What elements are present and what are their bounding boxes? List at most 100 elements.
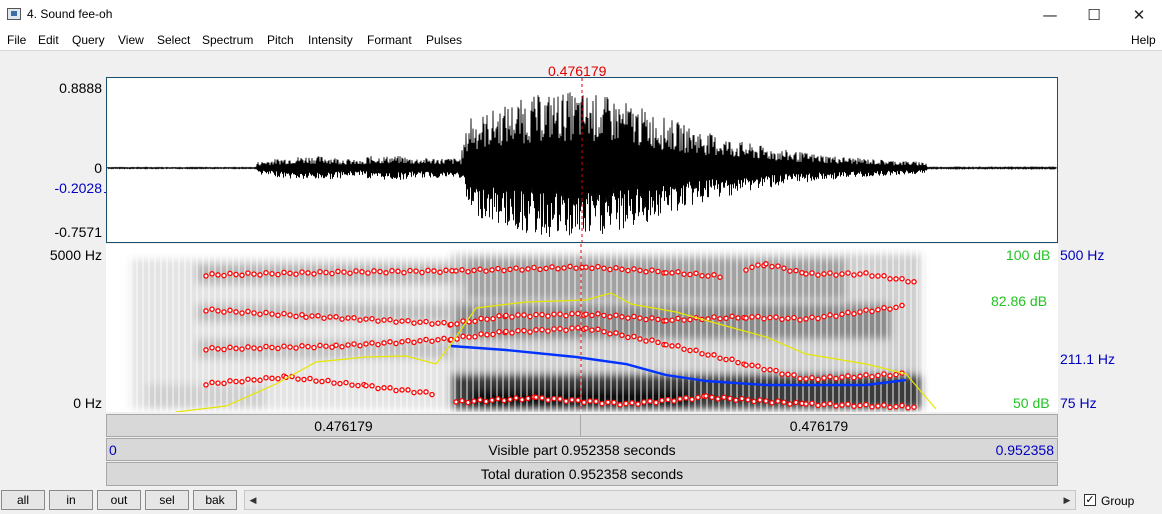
menu-pulses[interactable]: Pulses xyxy=(426,33,463,47)
formant-point xyxy=(395,268,401,275)
formant-point xyxy=(221,346,227,353)
formant-point xyxy=(429,391,435,398)
formant-point xyxy=(339,316,345,322)
formant-point xyxy=(687,347,693,354)
formant-point xyxy=(281,343,287,349)
formant-point xyxy=(711,352,717,358)
zoom-out-button[interactable]: out xyxy=(97,490,141,510)
formant-point xyxy=(887,373,893,379)
formant-point xyxy=(827,374,833,380)
total-duration-label: Total duration 0.952358 seconds xyxy=(480,466,684,482)
visible-end-label: 0.952358 xyxy=(995,442,1054,458)
formant-point xyxy=(329,270,335,277)
menu-file[interactable]: File xyxy=(7,33,27,47)
formant-point xyxy=(705,273,711,279)
zoom-back-button[interactable]: bak xyxy=(193,490,237,510)
visible-part-bar[interactable]: 0 Visible part 0.952358 seconds 0.952358 xyxy=(106,438,1058,461)
formant-point xyxy=(703,393,709,399)
formant-point xyxy=(239,379,245,385)
formant-point xyxy=(669,270,675,276)
formant-point xyxy=(507,266,513,273)
freq-max-label: 5000 Hz xyxy=(49,247,102,263)
formant-point xyxy=(459,267,465,273)
formant-point xyxy=(625,315,631,321)
total-duration-bar[interactable]: Total duration 0.952358 seconds xyxy=(106,462,1058,486)
title-bar: 4. Sound fee-oh — ☐ ✕ xyxy=(0,0,1162,30)
formant-point xyxy=(787,268,793,274)
formant-point xyxy=(203,382,209,388)
formant-point xyxy=(401,269,407,276)
maximize-button[interactable]: ☐ xyxy=(1087,6,1101,24)
formant-point xyxy=(393,387,399,394)
zoom-in-button[interactable]: in xyxy=(49,490,93,510)
formant-point xyxy=(659,397,665,404)
formant-point xyxy=(333,342,339,348)
scroll-right-icon[interactable]: ▶ xyxy=(1063,495,1071,505)
minimize-button[interactable]: — xyxy=(1042,6,1058,24)
zoom-all-button[interactable]: all xyxy=(1,490,45,510)
spectrogram-panel[interactable]: 100 dB 82.86 dB 50 dB xyxy=(106,244,1058,412)
formant-point xyxy=(619,266,625,273)
visible-start-label: 0 xyxy=(109,442,117,458)
scroll-left-icon[interactable]: ◀ xyxy=(249,495,257,505)
menu-intensity[interactable]: Intensity xyxy=(308,33,353,47)
waveform-panel[interactable] xyxy=(106,77,1058,243)
formant-point xyxy=(845,309,851,316)
menu-formant[interactable]: Formant xyxy=(367,33,412,47)
formant-point xyxy=(435,336,441,343)
formant-point xyxy=(251,310,257,316)
menu-select[interactable]: Select xyxy=(157,33,191,47)
formant-point xyxy=(323,343,329,349)
menu-edit[interactable]: Edit xyxy=(38,33,59,47)
formant-point xyxy=(501,397,507,404)
zoom-selection-button[interactable]: sel xyxy=(145,490,189,510)
formant-point xyxy=(209,271,215,277)
formant-point xyxy=(275,312,281,319)
formant-point xyxy=(239,310,245,316)
formant-point xyxy=(299,311,305,318)
selection-left-segment[interactable]: 0.476179 xyxy=(107,415,581,436)
formant-point xyxy=(387,339,393,345)
menu-view[interactable]: View xyxy=(118,33,144,47)
formant-point xyxy=(466,334,472,340)
formant-point xyxy=(287,270,293,277)
formant-point xyxy=(717,274,723,280)
formant-point xyxy=(875,403,881,409)
formant-point xyxy=(723,356,729,363)
formant-point xyxy=(441,335,447,342)
formant-point xyxy=(443,267,449,274)
formant-point xyxy=(381,340,387,346)
formant-point xyxy=(405,317,411,324)
formant-point xyxy=(557,325,563,332)
formant-point xyxy=(625,267,631,274)
menu-help[interactable]: Help xyxy=(1131,33,1156,47)
formant-point xyxy=(363,341,369,347)
formant-point xyxy=(619,314,625,320)
formant-point xyxy=(221,380,227,387)
formant-point xyxy=(827,312,833,318)
formant-point xyxy=(305,270,311,276)
formant-point xyxy=(809,400,815,406)
menu-spectrum[interactable]: Spectrum xyxy=(202,33,254,47)
menu-pitch[interactable]: Pitch xyxy=(267,33,294,47)
selection-time-bar[interactable]: 0.476179 0.476179 xyxy=(106,414,1058,437)
formant-point xyxy=(453,268,459,274)
menu-query[interactable]: Query xyxy=(72,33,105,47)
formant-point xyxy=(575,310,581,317)
formant-point xyxy=(797,317,803,323)
formant-point xyxy=(575,325,581,331)
formant-point xyxy=(655,268,661,275)
formant-point xyxy=(899,402,905,409)
formant-point xyxy=(490,331,496,338)
formant-point xyxy=(631,313,637,320)
formant-point xyxy=(773,314,779,320)
formant-point xyxy=(423,336,429,343)
selection-right-segment[interactable]: 0.476179 xyxy=(789,418,849,434)
close-button[interactable]: ✕ xyxy=(1132,6,1146,24)
formant-point xyxy=(405,387,411,393)
formant-point xyxy=(761,315,767,322)
group-checkbox[interactable]: ✓ xyxy=(1084,494,1096,506)
formant-point xyxy=(233,345,239,352)
formant-point xyxy=(519,267,525,273)
horizontal-scrollbar[interactable]: ◀ ▶ xyxy=(244,490,1076,510)
